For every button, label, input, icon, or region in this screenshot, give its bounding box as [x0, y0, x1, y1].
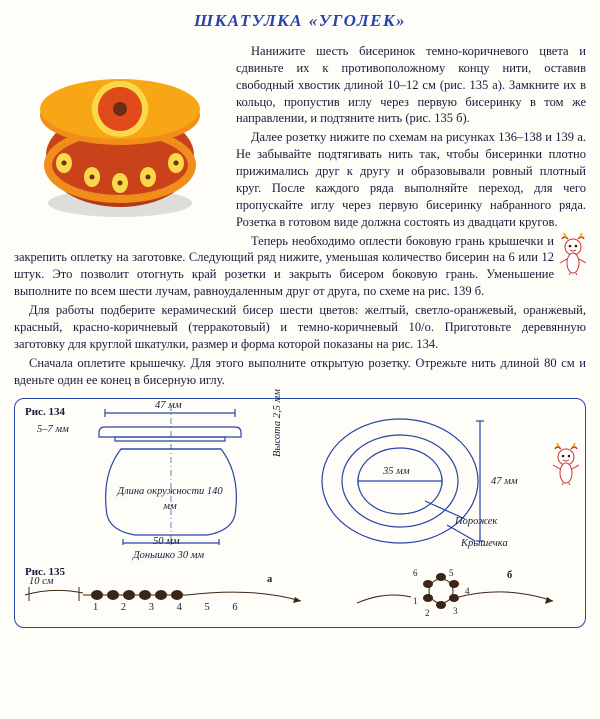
dim-circumference: Длина окружности 140 мм: [115, 485, 225, 513]
dim-body-bottom: 50 мм: [153, 535, 180, 549]
label-porozhek: Порожек: [455, 515, 497, 529]
mascot-icon: [558, 233, 586, 275]
box-side-view: [75, 405, 265, 545]
ring-num-2: 2: [425, 607, 430, 619]
ring-num-1: 1: [413, 595, 418, 607]
label-b: б: [507, 569, 512, 583]
paragraph-4: Для работы подберите керамический бисер …: [14, 302, 586, 353]
box-top-view: [315, 415, 485, 555]
mascot-icon-2: [551, 443, 579, 485]
label-kryshechka: Крышечка: [461, 537, 508, 551]
dim-body-height: Высота 2,5 мм: [271, 390, 285, 458]
dim-tail-10cm: 10 см: [29, 575, 54, 589]
article-body: Нанижите шесть бисеринок темно-коричнево…: [14, 43, 586, 391]
product-photo: [14, 43, 226, 243]
fig-134-label: Рис. 134: [25, 405, 65, 420]
ring-num-4: 4: [465, 585, 470, 597]
dim-bottom-diam: Донышко 30 мм: [133, 549, 204, 563]
beads-a-numbers: 1 2 3 4 5 6: [93, 601, 248, 615]
ring-num-6: 6: [413, 567, 418, 579]
dim-lid-width: 47 мм: [155, 399, 182, 413]
ring-num-3: 3: [453, 605, 458, 617]
dim-lid-height: 5–7 мм: [37, 423, 69, 437]
diagram-134-135: Рис. 134 47 мм 5–7 мм Длина окружности 1…: [14, 398, 586, 628]
page-title: ШКАТУЛКА «УГОЛЕК»: [14, 10, 586, 33]
ring-num-5: 5: [449, 567, 454, 579]
label-a: а: [267, 573, 272, 587]
dim-inner-circle: 35 мм: [383, 465, 410, 479]
paragraph-5: Сначала оплетите крышечку. Для этого вып…: [14, 355, 586, 389]
dim-outer-circle: 47 мм: [491, 475, 518, 489]
